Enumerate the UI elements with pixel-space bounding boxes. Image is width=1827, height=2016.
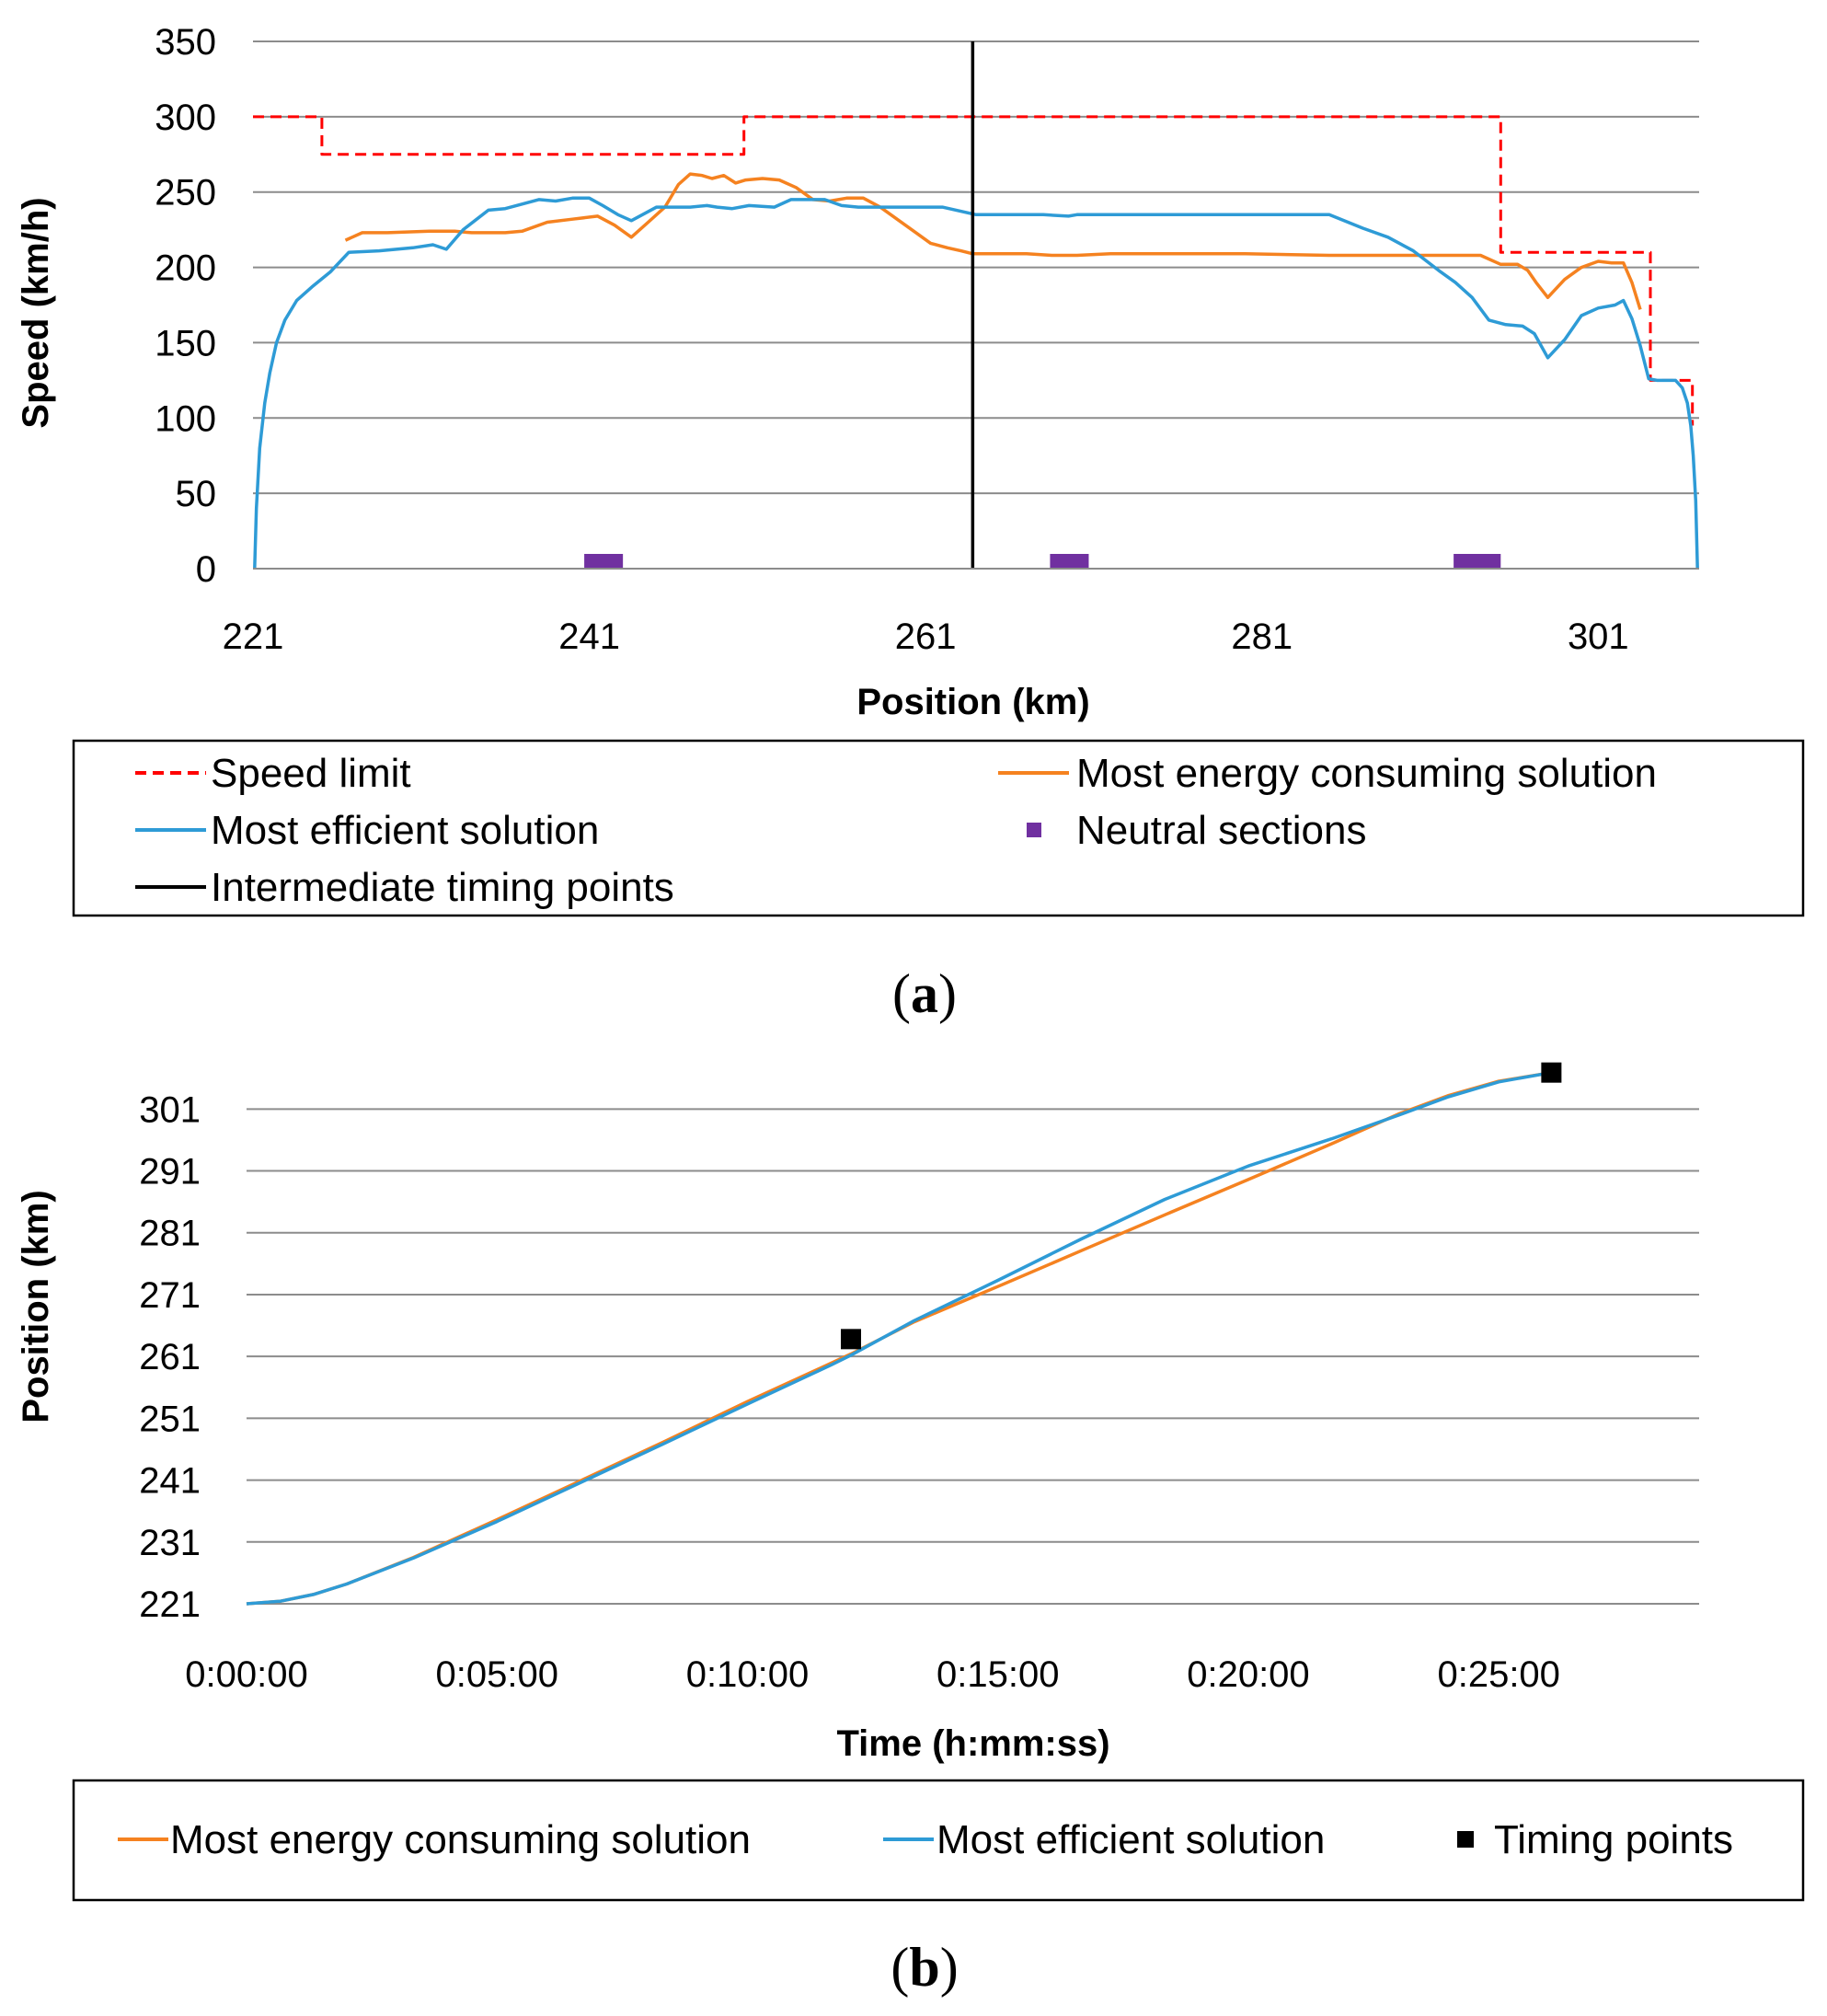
chart-a-series <box>253 41 1699 570</box>
chart-a-legend: Speed limit Most energy consuming soluti… <box>72 739 1805 917</box>
series-line-b-most-energy <box>246 1070 1552 1606</box>
neutral-section-marker <box>1454 554 1501 569</box>
chart-a-x-tick-label: 281 <box>1231 616 1293 657</box>
chart-b-x-tick-label: 0:15:00 <box>936 1654 1059 1695</box>
chart-b-x-tick-label: 0:05:00 <box>436 1654 558 1695</box>
chart-a-gridlines <box>253 40 1699 495</box>
chart-b-x-ticks: 0:00:00 0:05:00 0:10:00 0:15:00 0:20:00 0:25:… <box>185 1654 1560 1695</box>
chart-a-y-tick-label: 350 <box>155 22 216 63</box>
chart-b-legend-box <box>72 1779 1805 1902</box>
chart-a-x-tick-label: 221 <box>223 616 284 657</box>
timing-point-marker <box>841 1329 862 1350</box>
chart-a-y-tick-label: 150 <box>155 323 216 363</box>
chart-b-timing-markers <box>841 1062 1562 1350</box>
chart-b-y-tick-label: 301 <box>139 1089 201 1130</box>
chart-a-legend-box <box>72 739 1805 917</box>
chart-a-y-tick-label: 300 <box>155 98 216 138</box>
chart-a-y-tick-label: 250 <box>155 173 216 213</box>
legend-speed-limit-label: Speed limit <box>211 751 411 796</box>
chart-b-series <box>246 1070 1552 1606</box>
legend-neutral-swatch <box>1027 823 1041 837</box>
legend-neutral-label: Neutral sections <box>1076 808 1366 853</box>
chart-a-y-ticks: 0 50 100 150 200 250 300 350 <box>155 22 216 590</box>
chart-a-x-tick-label: 261 <box>895 616 957 657</box>
chart-a-panel-label-close: ) <box>938 963 957 1024</box>
chart-b-y-tick-label: 291 <box>139 1152 201 1192</box>
legend-intermediate-label: Intermediate timing points <box>211 865 674 910</box>
chart-b-y-tick-label: 221 <box>139 1584 201 1625</box>
chart-a-y-tick-label: 100 <box>155 398 216 439</box>
chart-b-y-tick-label: 231 <box>139 1523 201 1563</box>
timing-point-marker <box>1541 1062 1562 1083</box>
chart-a-x-ticks: 221 241 261 281 301 <box>223 616 1629 657</box>
legend-b-timing-swatch <box>1457 1831 1474 1848</box>
chart-b-y-ticks: 221 231 241 251 261 271 281 291 301 <box>139 1089 201 1625</box>
chart-a-y-axis-title: Speed (km/h) <box>16 197 56 428</box>
chart-b-y-tick-label: 271 <box>139 1275 201 1316</box>
chart-a-y-tick-label: 200 <box>155 248 216 289</box>
chart-b-x-tick-label: 0:20:00 <box>1187 1654 1309 1695</box>
chart-b-y-tick-label: 251 <box>139 1399 201 1439</box>
neutral-section-marker <box>1050 554 1089 569</box>
legend-b-most-efficient-label: Most efficient solution <box>936 1817 1325 1862</box>
chart-a-y-tick-label: 50 <box>176 474 217 514</box>
chart-a-y-tick-label: 0 <box>196 549 216 590</box>
legend-b-most-energy-label: Most energy consuming solution <box>170 1817 751 1862</box>
chart-a-x-axis-title: Position (km) <box>856 682 1089 722</box>
series-line-b-most-efficient <box>246 1070 1552 1606</box>
chart-b: 221 231 241 251 261 271 281 291 301 0:00:00 0:05:… <box>16 1062 1805 1998</box>
chart-b-y-tick-label: 281 <box>139 1214 201 1254</box>
chart-a-panel-label-letter: a <box>911 963 938 1024</box>
chart-b-legend: Most energy consuming solution Most effi… <box>72 1779 1805 1902</box>
chart-b-y-tick-label: 241 <box>139 1461 201 1502</box>
chart-b-gridlines <box>247 1108 1699 1605</box>
chart-a-panel-label: (a) <box>892 963 957 1024</box>
chart-a: 0 50 100 150 200 250 300 350 221 241 261 281 301 Sp… <box>16 22 1805 1024</box>
chart-b-y-axis-title: Position (km) <box>16 1190 56 1423</box>
legend-most-energy-label: Most energy consuming solution <box>1076 751 1657 796</box>
chart-b-panel-label-close: ) <box>940 1937 959 1998</box>
chart-b-y-tick-label: 261 <box>139 1337 201 1377</box>
chart-a-x-tick-label: 301 <box>1568 616 1629 657</box>
chart-b-x-axis-title: Time (h:mm:ss) <box>836 1723 1109 1764</box>
chart-b-x-tick-label: 0:10:00 <box>686 1654 809 1695</box>
chart-b-panel-label-letter: b <box>909 1937 939 1998</box>
chart-a-panel-label-open: ( <box>892 963 911 1024</box>
legend-b-timing-label: Timing points <box>1494 1817 1733 1862</box>
series-line-most-efficient <box>253 196 1699 570</box>
chart-a-neutral-sections <box>584 554 1501 569</box>
chart-a-x-tick-label: 241 <box>558 616 620 657</box>
series-line-most-energy <box>344 172 1642 310</box>
chart-b-x-tick-label: 0:25:00 <box>1437 1654 1559 1695</box>
legend-most-efficient-label: Most efficient solution <box>211 808 599 853</box>
chart-b-panel-label: (b) <box>891 1937 958 1998</box>
chart-b-panel-label-open: ( <box>891 1937 909 1998</box>
chart-b-x-tick-label: 0:00:00 <box>185 1654 307 1695</box>
neutral-section-marker <box>584 554 624 569</box>
